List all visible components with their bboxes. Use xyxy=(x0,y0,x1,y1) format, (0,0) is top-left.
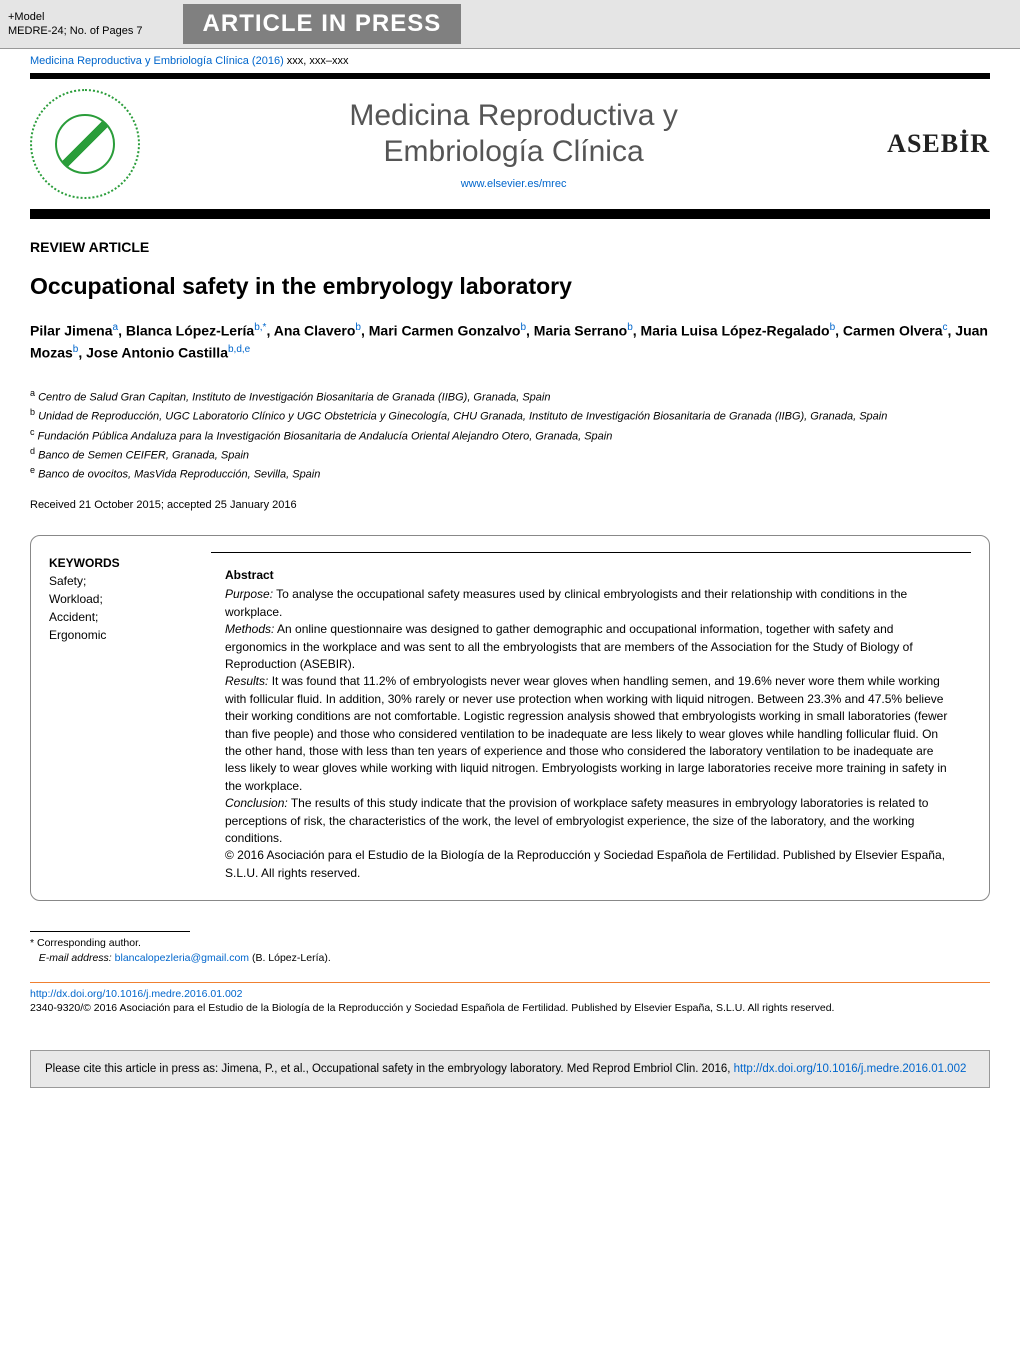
keyword-item: Accident; xyxy=(49,608,197,626)
model-line1: +Model xyxy=(8,10,143,24)
abstract-methods: Methods: An online questionnaire was des… xyxy=(225,621,953,673)
journal-title-block: Medicina Reproductiva y Embriología Clín… xyxy=(140,98,887,190)
society-name: ASEBİR xyxy=(887,129,990,159)
affiliation-item: e Banco de ovocitos, MasVida Reproducció… xyxy=(30,464,990,483)
abstract-results: Results: It was found that 11.2% of embr… xyxy=(225,673,953,795)
cite-prefix: Please cite this article in press as: Ji… xyxy=(45,1063,734,1075)
article-content: REVIEW ARTICLE Occupational safety in th… xyxy=(0,219,1020,1036)
header-strip: +Model MEDRE-24; No. of Pages 7 ARTICLE … xyxy=(0,0,1020,49)
issn-copyright: 2340-9320/© 2016 Asociación para el Estu… xyxy=(30,1001,990,1016)
abstract-heading: Abstract xyxy=(225,567,953,584)
footnotes: * Corresponding author. E-mail address: … xyxy=(30,936,990,975)
keywords-column: KEYWORDS Safety;Workload;Accident;Ergono… xyxy=(31,554,211,882)
keywords-items: Safety;Workload;Accident;Ergonomic xyxy=(49,572,197,644)
model-info: +Model MEDRE-24; No. of Pages 7 xyxy=(8,10,143,39)
abstract-copyright: © 2016 Asociación para el Estudio de la … xyxy=(225,847,953,882)
article-in-press-banner: ARTICLE IN PRESS xyxy=(183,4,462,44)
abstract-box: KEYWORDS Safety;Workload;Accident;Ergono… xyxy=(30,535,990,901)
journal-title-line1: Medicina Reproductiva y xyxy=(140,98,887,134)
affiliations-list: a Centro de Salud Gran Capitan, Institut… xyxy=(30,387,990,483)
divider-bottom xyxy=(30,209,990,219)
email-line: E-mail address: blancalopezleria@gmail.c… xyxy=(30,951,990,966)
keyword-item: Workload; xyxy=(49,590,197,608)
article-title: Occupational safety in the embryology la… xyxy=(30,273,990,300)
keywords-heading: KEYWORDS xyxy=(49,554,197,572)
article-type: REVIEW ARTICLE xyxy=(30,239,990,255)
corresponding-author: * Corresponding author. xyxy=(30,936,990,951)
cite-doi-link[interactable]: http://dx.doi.org/10.1016/j.medre.2016.0… xyxy=(734,1063,967,1075)
keyword-item: Ergonomic xyxy=(49,626,197,644)
doi-link[interactable]: http://dx.doi.org/10.1016/j.medre.2016.0… xyxy=(30,988,243,1000)
logo-inner-icon xyxy=(55,114,115,174)
abstract-conclusion: Conclusion: The results of this study in… xyxy=(225,795,953,847)
authors-list: Pilar Jimenaa, Blanca López-Leríab,*, An… xyxy=(30,320,990,363)
footnote-rule xyxy=(30,931,190,932)
citation-pages: xxx, xxx–xxx xyxy=(287,55,349,67)
email-link[interactable]: blancalopezleria@gmail.com xyxy=(115,952,249,964)
affiliation-item: c Fundación Pública Andaluza para la Inv… xyxy=(30,426,990,445)
doi-block: http://dx.doi.org/10.1016/j.medre.2016.0… xyxy=(30,982,990,1016)
journal-title-line2: Embriología Clínica xyxy=(140,134,887,170)
abstract-column: Abstract Purpose: To analyse the occupat… xyxy=(211,552,971,882)
affiliation-item: d Banco de Semen CEIFER, Granada, Spain xyxy=(30,445,990,464)
affiliation-item: a Centro de Salud Gran Capitan, Institut… xyxy=(30,387,990,406)
journal-banner: Medicina Reproductiva y Embriología Clín… xyxy=(0,79,1020,209)
model-line2: MEDRE-24; No. of Pages 7 xyxy=(8,24,143,38)
journal-url-link[interactable]: www.elsevier.es/mrec xyxy=(140,178,887,190)
society-logo-icon xyxy=(30,89,140,199)
citation-line: Medicina Reproductiva y Embriología Clín… xyxy=(0,49,1020,73)
received-date: Received 21 October 2015; accepted 25 Ja… xyxy=(30,499,990,511)
keyword-item: Safety; xyxy=(49,572,197,590)
cite-box: Please cite this article in press as: Ji… xyxy=(30,1050,990,1088)
affiliation-item: b Unidad de Reproducción, UGC Laboratori… xyxy=(30,406,990,425)
citation-journal[interactable]: Medicina Reproductiva y Embriología Clín… xyxy=(30,55,287,67)
abstract-purpose: Purpose: To analyse the occupational saf… xyxy=(225,586,953,621)
